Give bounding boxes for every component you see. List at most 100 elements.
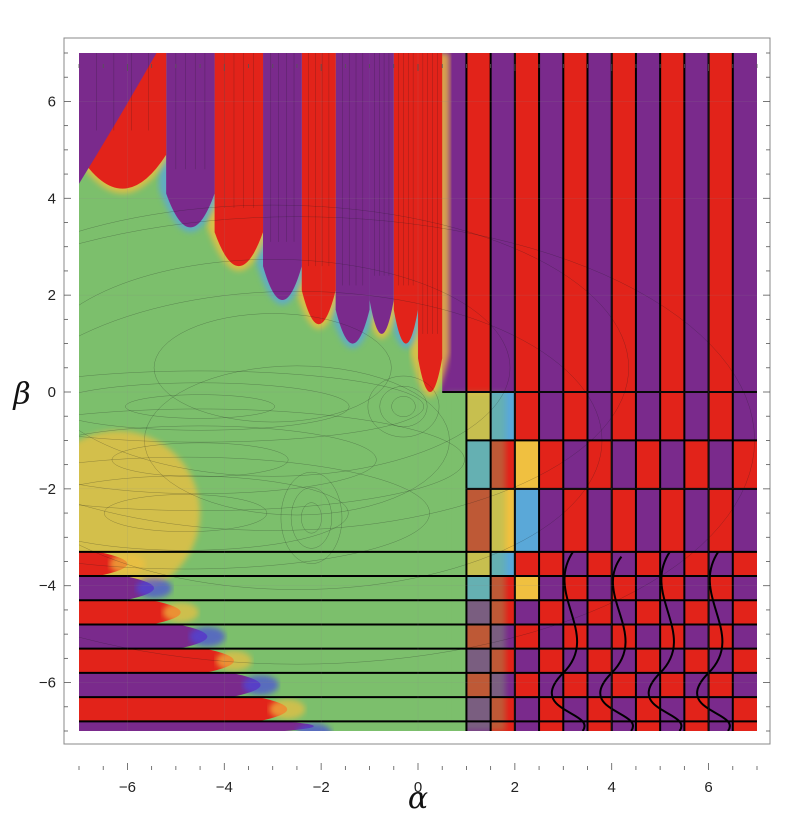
checker-cell <box>660 392 685 441</box>
checker-cell <box>539 624 564 649</box>
checker-cell <box>539 551 564 577</box>
wavy-boundary <box>696 551 731 731</box>
stripe-tip <box>189 626 226 647</box>
checker-cell <box>732 600 757 625</box>
contour-line <box>79 382 350 431</box>
checker-cell <box>514 672 540 698</box>
checker-cell <box>514 392 540 441</box>
checker-cell <box>635 576 661 601</box>
horizontal-stripe <box>79 721 314 731</box>
checker-cell <box>611 440 636 489</box>
contour-line <box>79 204 629 531</box>
checker-cell <box>587 624 612 649</box>
checker-cell <box>514 488 540 552</box>
edge-blend <box>447 392 506 731</box>
checker-cell <box>660 672 685 698</box>
checker-cell <box>587 488 612 552</box>
checker-cell <box>635 648 661 673</box>
checker-cell <box>708 440 733 489</box>
checker-cell <box>660 440 685 489</box>
checker-cell <box>539 392 564 441</box>
checker-cell <box>514 600 540 625</box>
plot-frame <box>63 37 771 745</box>
contour-line <box>79 370 424 443</box>
contour-line <box>103 494 268 532</box>
y-tick-label: −2 <box>39 481 56 498</box>
checker-cell <box>732 392 757 441</box>
checker-cell <box>635 392 661 441</box>
checker-cell <box>563 488 588 552</box>
checker-cell <box>635 600 661 625</box>
horizontal-stripe <box>79 672 261 698</box>
checker-cell <box>587 440 612 489</box>
checker-cell <box>660 488 685 552</box>
checker-cell <box>635 624 661 649</box>
checker-cell <box>635 697 661 731</box>
contour-line <box>125 394 275 419</box>
color-fills <box>79 53 757 731</box>
checker-cell <box>539 440 564 489</box>
checker-cell <box>611 697 636 731</box>
checker-cell <box>611 488 636 552</box>
y-axis-label: β <box>12 377 30 412</box>
finger <box>369 53 394 334</box>
checker-cell <box>539 697 564 731</box>
wavy-boundary <box>599 556 634 731</box>
checker-cell <box>635 551 661 577</box>
checker-cell <box>514 576 540 601</box>
checker-cell <box>660 600 685 625</box>
vertical-stripe <box>587 53 612 392</box>
contour-line <box>79 425 377 494</box>
horizontal-stripe <box>79 648 234 673</box>
x-tick-label: −2 <box>313 779 330 796</box>
checker-cell <box>708 488 733 552</box>
contour-line <box>79 408 465 511</box>
finger <box>335 53 370 344</box>
checker-cell <box>587 392 612 441</box>
checker-cell <box>587 600 612 625</box>
checker-cell <box>563 672 588 698</box>
checker-cell <box>514 440 540 489</box>
horizontal-stripe <box>79 697 288 722</box>
finger <box>301 53 336 325</box>
finger <box>263 53 302 300</box>
contour-line <box>379 385 428 428</box>
checker-cell <box>660 697 685 731</box>
vertical-stripe <box>708 53 733 392</box>
stripe-tip <box>136 578 173 599</box>
checker-cell <box>732 488 757 552</box>
contour-line <box>367 375 440 438</box>
horizontal-stripe <box>79 624 208 649</box>
checker-cell <box>684 600 709 625</box>
checker-cell <box>539 648 564 673</box>
x-tick-label: 0 <box>414 779 422 796</box>
contour-line <box>290 487 333 549</box>
checker-cell <box>708 392 733 441</box>
finger <box>418 53 443 392</box>
y-tick-label: 6 <box>48 93 56 110</box>
checker-cell <box>514 551 540 577</box>
plot-area <box>79 53 757 731</box>
vertical-stripe <box>660 53 685 392</box>
checker-cell <box>732 440 757 489</box>
y-tick-label: −6 <box>39 675 56 692</box>
contour-line <box>280 471 343 564</box>
horizontal-stripe <box>79 600 181 625</box>
stripe-tip <box>269 699 306 720</box>
checker-cell <box>587 576 612 601</box>
stripe-tip <box>215 650 252 671</box>
vertical-stripe <box>514 53 540 392</box>
x-tick-label: 2 <box>511 779 519 796</box>
axis-ticks: −6 −4 −2 0 2 4 6 6 4 2 0 −2 −4 −6 <box>39 52 770 796</box>
checker-cell <box>732 576 757 601</box>
finger <box>166 53 215 228</box>
x-tick-label: 6 <box>704 779 712 796</box>
y-tick-label: 0 <box>48 384 56 401</box>
checker-cell <box>563 697 588 731</box>
checker-cell <box>539 576 564 601</box>
checker-cell <box>539 600 564 625</box>
checker-cell <box>684 440 709 489</box>
corner-wedge <box>79 53 157 184</box>
checker-cell <box>684 488 709 552</box>
